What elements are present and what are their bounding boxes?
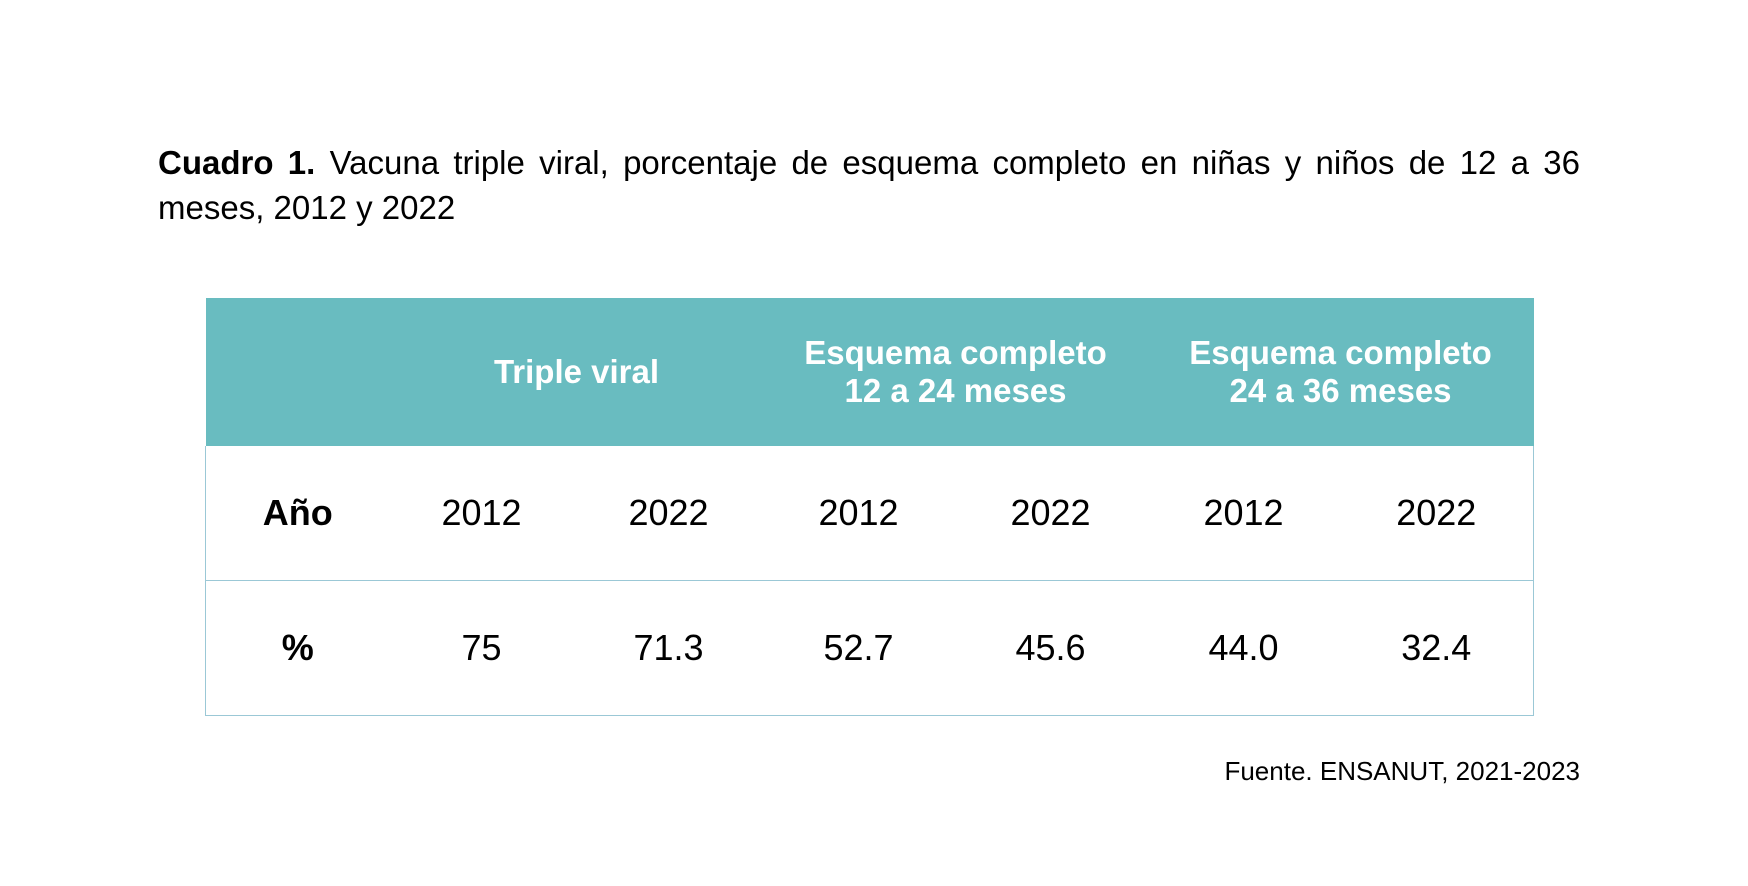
table-caption: Cuadro 1. Vacuna triple viral, porcentaj…	[158, 140, 1580, 230]
table-cell: 2022	[1339, 446, 1534, 581]
caption-label: Cuadro 1.	[158, 144, 316, 181]
table-row-percent: % 75 71.3 52.7 45.6 44.0 32.4	[206, 581, 1534, 716]
header-esquema-12-24: Esquema completo 12 a 24 meses	[763, 298, 1148, 446]
table-cell: 32.4	[1401, 627, 1472, 668]
header-esquema-24-36: Esquema completo 24 a 36 meses	[1147, 298, 1534, 446]
table-cell: 75	[461, 627, 502, 668]
header-triple-viral: Triple viral	[389, 298, 764, 446]
table-cell: 71.3	[633, 627, 704, 668]
vaccination-table: Triple viral Esquema completo 12 a 24 me…	[205, 298, 1534, 716]
row-label-percent: %	[281, 627, 314, 668]
table-cell: 2012	[1147, 446, 1340, 581]
table-cell: 44.0	[1208, 627, 1279, 668]
table-cell: 2022	[953, 446, 1148, 581]
source-note: Fuente. ENSANUT, 2021-2023	[1224, 756, 1580, 786]
table-row-year: Año 2012 2022 2012 2022 2012 2022	[205, 446, 1534, 581]
caption-text: Vacuna triple viral, porcentaje de esque…	[158, 144, 1580, 226]
header-empty-cell	[205, 298, 390, 446]
row-label-year: Año	[205, 446, 390, 581]
table-header-row: Triple viral Esquema completo 12 a 24 me…	[205, 298, 1534, 446]
table-cell: 2012	[763, 446, 954, 581]
table-cell: 2022	[573, 446, 764, 581]
table-cell: 45.6	[1015, 627, 1086, 668]
table-cell: 52.7	[823, 627, 894, 668]
table-cell: 2012	[389, 446, 574, 581]
